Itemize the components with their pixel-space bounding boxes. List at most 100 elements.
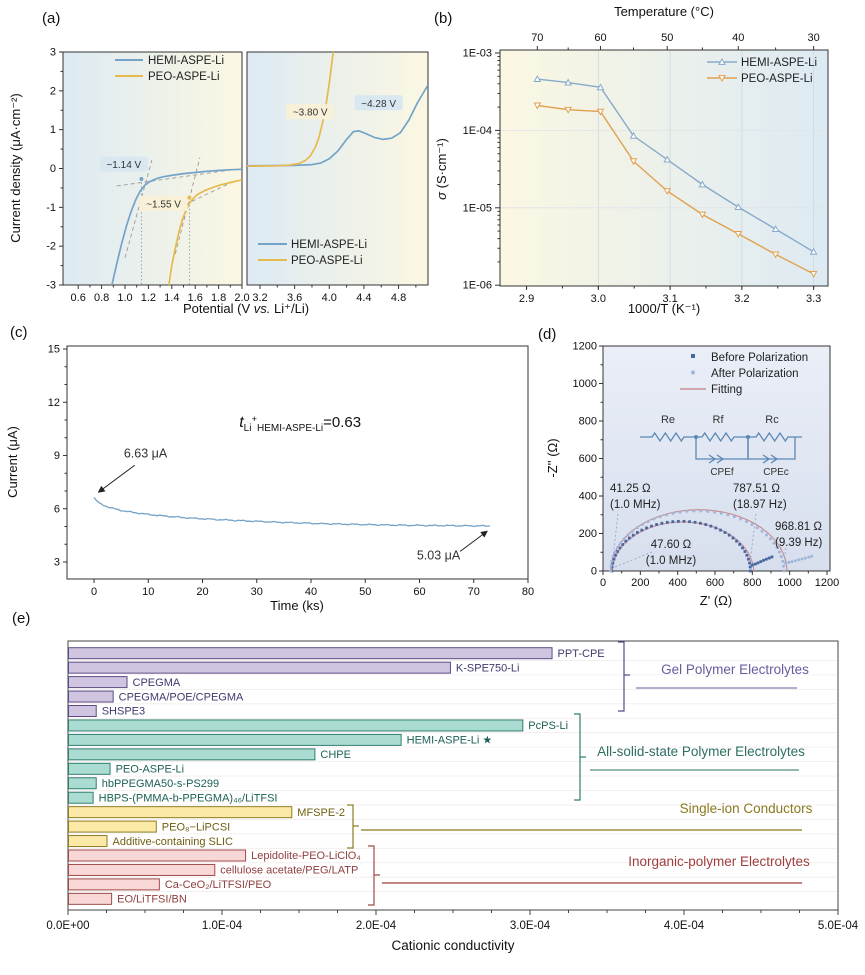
x-tick-label: 4.0E-04	[664, 920, 705, 932]
data-marker	[533, 102, 542, 110]
bar-label: CPEGMA	[133, 677, 181, 689]
scatter-point	[616, 545, 620, 549]
x-tick-label: 1.0E-04	[202, 920, 243, 932]
legend-label: After Polarization	[711, 368, 799, 380]
subplot-background	[63, 52, 242, 285]
x-tick-label: 3.6	[287, 292, 302, 304]
x-tick-label: 1200	[815, 577, 839, 589]
cpe-label: CPEc	[763, 467, 789, 478]
y-tick-label: 1200	[573, 341, 597, 353]
scatter-point	[764, 533, 768, 537]
scatter-point	[641, 523, 645, 527]
group-title: Inorganic-polymer Electrolytes	[628, 854, 810, 869]
y-tick-label: 600	[579, 453, 597, 465]
x-tick-label: 10	[142, 586, 154, 598]
scatter-point	[800, 557, 804, 561]
x-tick-label: 2.9	[519, 293, 534, 305]
bar-label: CPEGMA/POE/CPEGMA	[119, 691, 244, 703]
x-tick-label: 3.2	[252, 292, 267, 304]
bar-label: EO/LiTFSI/BN	[117, 894, 187, 906]
bar-label: SHSPE3	[102, 706, 145, 718]
scatter-point	[621, 543, 625, 546]
transference-number-formula: tLi+HEMI-ASPE-Li=0.63	[239, 414, 361, 434]
scatter-point	[699, 509, 703, 513]
x-tick-label: 3.0	[591, 293, 606, 305]
y-tick-label: 1	[50, 124, 56, 136]
x-tick-label: 70	[468, 586, 480, 598]
series-line	[247, 84, 428, 167]
scatter-point	[748, 561, 751, 565]
scatter-point	[748, 565, 752, 569]
scatter-point	[650, 524, 653, 528]
bar	[68, 806, 293, 819]
x-tick-label: 2.0E-04	[356, 920, 397, 932]
scatter-point	[781, 559, 785, 563]
scatter-point	[709, 524, 713, 528]
x-tick-label: 1.6	[188, 292, 203, 304]
bar	[68, 878, 160, 891]
x-tick-label: 600	[706, 577, 724, 589]
y-tick-label: 1E-05	[463, 202, 492, 214]
series-line	[111, 168, 242, 285]
subplot-background	[247, 52, 428, 285]
x-tick-label: 1.4	[164, 292, 179, 304]
x-tick-label: 400	[668, 577, 686, 589]
resistor-label: Re	[661, 414, 675, 426]
y-tick-label: 3	[50, 47, 56, 59]
temperature-tick-label: 60	[594, 32, 606, 44]
y-tick-label: 800	[579, 416, 597, 428]
cpe-label: CPEf	[710, 467, 734, 478]
y-tick-label: 6	[54, 503, 60, 515]
scatter-point	[616, 550, 619, 553]
data-marker	[663, 155, 672, 163]
panel-a-chart: 0.6 0.8 1.0 1.2 1.4 1.6 1.8 2.0 3.2 3.6 4.0 4.4 4.8 -…	[8, 47, 429, 316]
bar	[68, 835, 108, 848]
scatter-point	[613, 550, 617, 554]
group-title: All-solid-state Polymer Electrolytes	[597, 744, 805, 759]
bar	[68, 820, 157, 833]
data-marker	[809, 270, 818, 278]
bar	[68, 863, 216, 876]
x-tick-label: 60	[413, 586, 425, 598]
scatter-point	[713, 510, 717, 514]
y-tick-label: -1	[46, 202, 56, 214]
bar	[68, 661, 451, 674]
bar-label: K-SPE750-Li	[456, 662, 520, 674]
y-tick-label: 0	[50, 163, 56, 175]
x-tick-label: 4.0	[322, 292, 337, 304]
group-bracket	[368, 845, 380, 906]
y-tick-label: 1E-03	[463, 48, 492, 60]
data-marker	[629, 158, 638, 166]
scatter-point	[676, 519, 680, 523]
scatter-point	[793, 559, 797, 563]
x-axis-title: Potential (V vs. Li⁺/Li)	[183, 301, 309, 316]
scatter-point	[665, 520, 669, 524]
voltage-annotation-chip	[286, 104, 335, 120]
data-marker	[564, 106, 573, 114]
data-marker	[596, 108, 605, 116]
axes	[63, 345, 529, 583]
scatter-point	[671, 520, 675, 524]
legend-marker	[691, 354, 695, 358]
x-tick-label: 800	[743, 577, 761, 589]
series-line	[168, 178, 242, 285]
panel-c-label: (c)	[10, 324, 28, 341]
voltage-annotation-chip	[99, 156, 148, 172]
x-tick-label: 1.0	[117, 292, 132, 304]
data-marker	[698, 180, 707, 188]
x-tick-label: 3.1	[662, 293, 677, 305]
bar-label: hbPPEGMA50-s-PS299	[102, 778, 219, 790]
data-marker	[734, 203, 743, 211]
scatter-point	[611, 561, 615, 565]
cpe-chevron-icon	[708, 454, 717, 464]
scatter-point	[645, 526, 648, 530]
annotation-arrow	[97, 464, 135, 493]
circuit-node	[746, 435, 750, 439]
scatter-point	[631, 533, 635, 537]
top-axis-title: Temperature (°C)	[614, 4, 714, 19]
panel-b-chart: 2.9 3.0 3.1 3.2 3.3 70 60 50 40 30 1E-03 1E-04 1E-05…	[434, 4, 829, 316]
x-tick-label: 80	[522, 586, 534, 598]
scatter-point	[614, 553, 617, 557]
y-tick-label: 12	[48, 397, 60, 409]
